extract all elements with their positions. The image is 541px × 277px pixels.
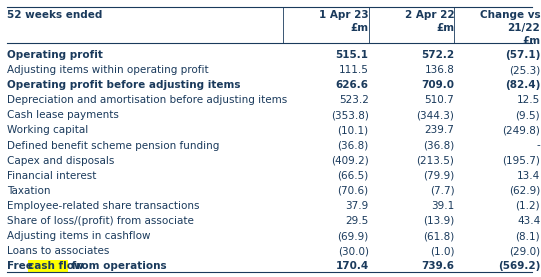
Text: (13.9): (13.9) [423, 216, 454, 226]
Text: Adjusting items within operating profit: Adjusting items within operating profit [6, 65, 208, 75]
Text: 515.1: 515.1 [335, 50, 368, 60]
Text: Change vs
21/22
£m: Change vs 21/22 £m [479, 10, 540, 46]
Bar [29, 260, 68, 272]
Text: from operations: from operations [68, 261, 166, 271]
Text: Share of loss/(profit) from associate: Share of loss/(profit) from associate [6, 216, 194, 226]
Text: 170.4: 170.4 [335, 261, 368, 271]
Text: Capex and disposals: Capex and disposals [6, 156, 114, 166]
Text: (8.1): (8.1) [516, 231, 540, 241]
Text: Working capital: Working capital [6, 125, 88, 135]
Text: 12.5: 12.5 [517, 95, 540, 105]
Text: 43.4: 43.4 [517, 216, 540, 226]
Text: Employee-related share transactions: Employee-related share transactions [6, 201, 199, 211]
Text: (62.9): (62.9) [509, 186, 540, 196]
Text: (57.1): (57.1) [505, 50, 540, 60]
Text: (353.8): (353.8) [331, 110, 368, 120]
Text: (66.5): (66.5) [338, 171, 368, 181]
Text: (30.0): (30.0) [338, 246, 368, 256]
Text: (9.5): (9.5) [516, 110, 540, 120]
Text: Cash lease payments: Cash lease payments [6, 110, 118, 120]
Text: (36.8): (36.8) [423, 140, 454, 150]
Text: (249.8): (249.8) [503, 125, 540, 135]
Text: 136.8: 136.8 [425, 65, 454, 75]
Text: 510.7: 510.7 [425, 95, 454, 105]
Text: 626.6: 626.6 [335, 80, 368, 90]
Text: Free: Free [6, 261, 36, 271]
Text: (36.8): (36.8) [338, 140, 368, 150]
Text: Taxation: Taxation [6, 186, 50, 196]
Text: (69.9): (69.9) [338, 231, 368, 241]
Text: Financial interest: Financial interest [6, 171, 96, 181]
Text: Depreciation and amortisation before adjusting items: Depreciation and amortisation before adj… [6, 95, 287, 105]
Text: -: - [537, 140, 540, 150]
Text: Operating profit: Operating profit [6, 50, 103, 60]
Text: (61.8): (61.8) [423, 231, 454, 241]
Text: 572.2: 572.2 [421, 50, 454, 60]
Text: Defined benefit scheme pension funding: Defined benefit scheme pension funding [6, 140, 219, 150]
Text: 1 Apr 23
£m: 1 Apr 23 £m [319, 10, 368, 33]
Text: (10.1): (10.1) [338, 125, 368, 135]
Text: 39.1: 39.1 [431, 201, 454, 211]
Text: Operating profit before adjusting items: Operating profit before adjusting items [6, 80, 240, 90]
Text: (79.9): (79.9) [423, 171, 454, 181]
Text: cash flow: cash flow [29, 261, 84, 271]
Text: 2 Apr 22
£m: 2 Apr 22 £m [405, 10, 454, 33]
Text: 52 weeks ended: 52 weeks ended [6, 10, 102, 20]
Text: 37.9: 37.9 [345, 201, 368, 211]
Text: 13.4: 13.4 [517, 171, 540, 181]
Text: (1.2): (1.2) [516, 201, 540, 211]
Text: (213.5): (213.5) [417, 156, 454, 166]
Text: Adjusting items in cashflow: Adjusting items in cashflow [6, 231, 150, 241]
Text: Loans to associates: Loans to associates [6, 246, 109, 256]
Text: (344.3): (344.3) [417, 110, 454, 120]
Text: 29.5: 29.5 [345, 216, 368, 226]
Text: (569.2): (569.2) [498, 261, 540, 271]
Text: (70.6): (70.6) [338, 186, 368, 196]
Text: (7.7): (7.7) [430, 186, 454, 196]
Text: (409.2): (409.2) [331, 156, 368, 166]
Text: 523.2: 523.2 [339, 95, 368, 105]
Text: 709.0: 709.0 [421, 80, 454, 90]
Text: (25.3): (25.3) [509, 65, 540, 75]
Text: (1.0): (1.0) [430, 246, 454, 256]
Text: 739.6: 739.6 [421, 261, 454, 271]
Text: (82.4): (82.4) [505, 80, 540, 90]
Text: 239.7: 239.7 [425, 125, 454, 135]
Text: (29.0): (29.0) [509, 246, 540, 256]
Text: (195.7): (195.7) [503, 156, 540, 166]
Text: 111.5: 111.5 [339, 65, 368, 75]
